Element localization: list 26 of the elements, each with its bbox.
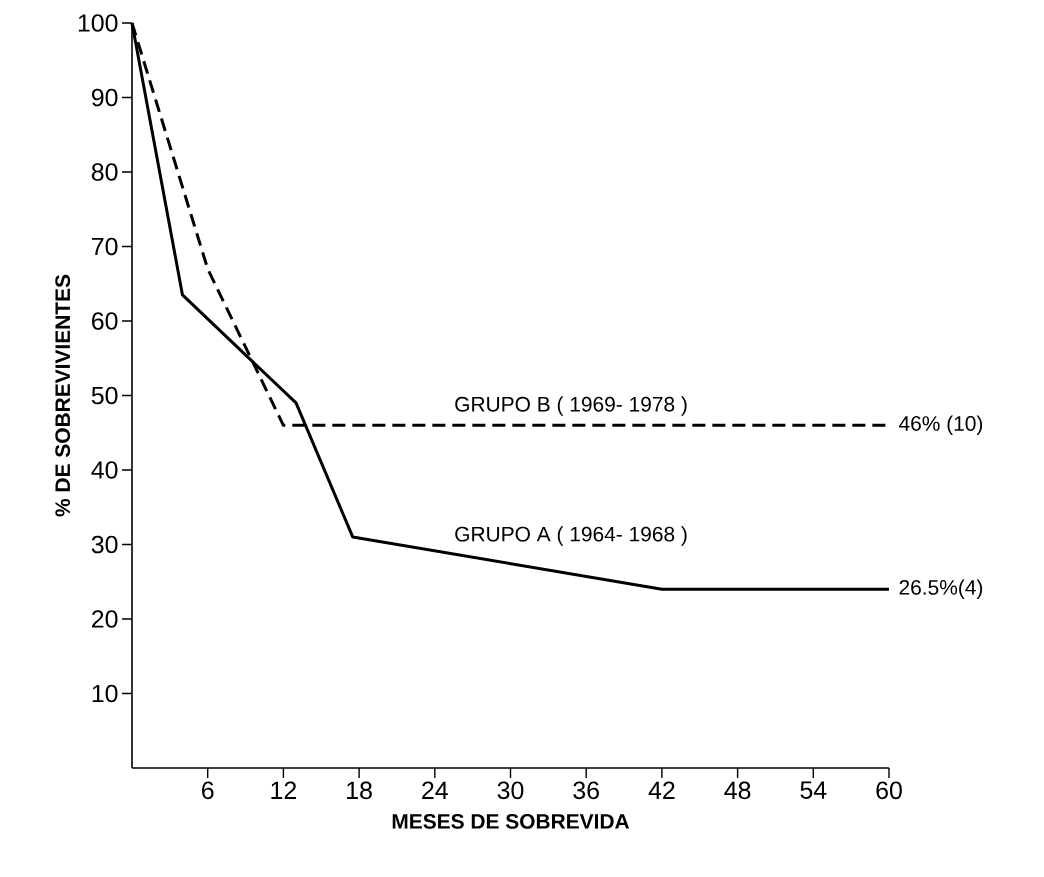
y-tick-label: 100 bbox=[78, 14, 118, 32]
annotation: 46% (10) bbox=[899, 415, 983, 436]
y-tick-label: 50 bbox=[91, 386, 118, 405]
x-tick-label: 36 bbox=[573, 781, 599, 800]
y-tick-label: 20 bbox=[92, 610, 118, 628]
annotation: 26.5%(4) bbox=[899, 579, 983, 599]
y-tick-label: 40 bbox=[91, 461, 118, 479]
x-tick-label: 6 bbox=[202, 781, 214, 800]
y-axis-title: % DE SOBREVIVIENTES bbox=[55, 274, 71, 517]
y-tick-label: 90 bbox=[91, 88, 118, 107]
x-tick-label: 48 bbox=[724, 781, 751, 800]
x-tick-label: 18 bbox=[347, 781, 372, 800]
x-tick-label: 60 bbox=[876, 781, 902, 800]
x-tick-label: 30 bbox=[497, 781, 524, 800]
x-tick-label: 24 bbox=[422, 781, 448, 799]
y-tick-label: 60 bbox=[92, 312, 118, 330]
y-tick-label: 80 bbox=[91, 163, 118, 181]
series-label: GRUPO B ( 1969- 1978 ) bbox=[455, 396, 687, 416]
x-tick-label: 42 bbox=[648, 781, 675, 799]
x-tick-label: 12 bbox=[271, 781, 296, 799]
x-axis-title: MESES DE SOBREVIDA bbox=[392, 813, 630, 829]
x-tick-label: 54 bbox=[800, 781, 827, 799]
y-tick-label: 70 bbox=[92, 237, 118, 256]
series-label: GRUPO A ( 1964- 1968 ) bbox=[455, 526, 687, 546]
y-tick-label: 10 bbox=[92, 684, 118, 703]
y-tick-label: 30 bbox=[91, 535, 118, 554]
